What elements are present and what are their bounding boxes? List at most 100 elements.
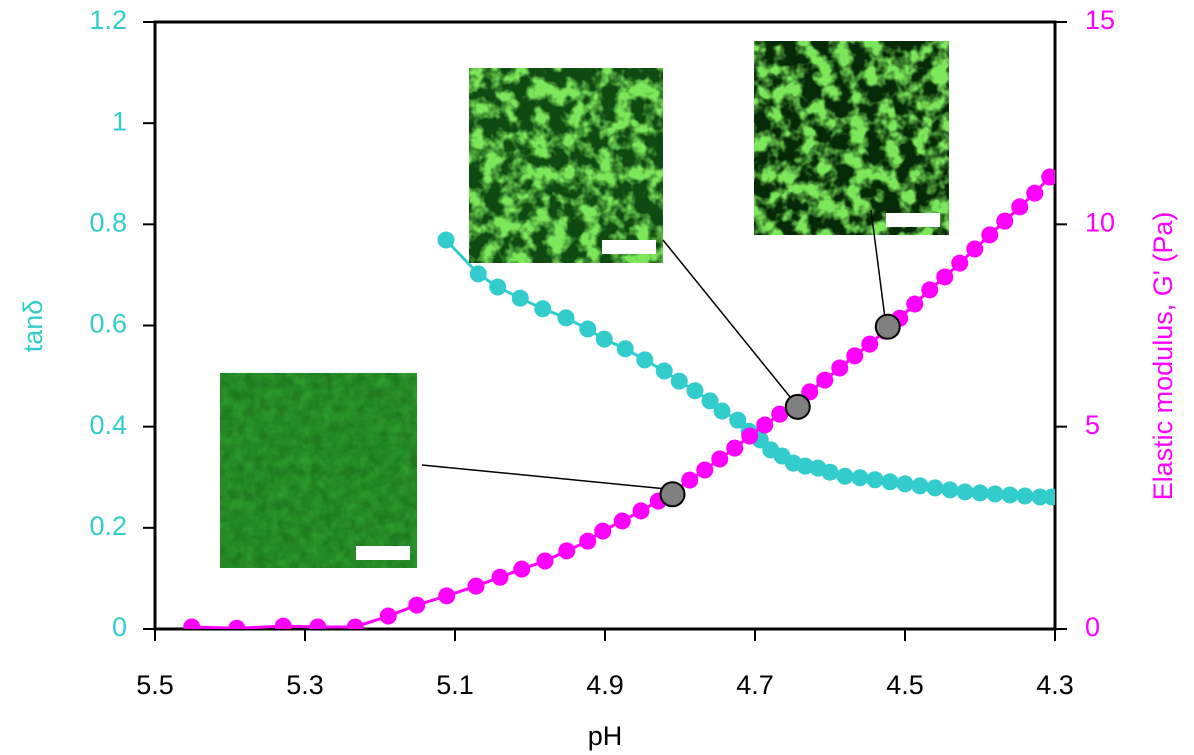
series-point	[594, 522, 612, 540]
connector	[870, 209, 887, 327]
series-point	[1011, 198, 1029, 216]
x-tick-label: 4.3	[1036, 670, 1074, 700]
series-point	[511, 289, 529, 307]
y2-tick-label: 5	[1085, 410, 1100, 440]
series-point	[756, 416, 774, 434]
y-tick-label: 0.4	[89, 410, 127, 440]
scale-bar	[356, 546, 410, 560]
series-point	[558, 542, 576, 560]
x-tick-label: 4.9	[586, 670, 624, 700]
series-point	[616, 340, 634, 358]
series-point	[489, 278, 507, 296]
scale-bar	[602, 240, 656, 254]
series-point	[966, 240, 984, 258]
series-point	[491, 568, 509, 586]
series-point	[1001, 486, 1019, 504]
connector	[421, 464, 678, 491]
series-point	[579, 320, 597, 338]
series-point	[713, 402, 731, 420]
micrograph-texture	[220, 373, 417, 568]
series-point	[228, 619, 246, 629]
series-point	[655, 362, 673, 380]
x-axis-label: pH	[588, 721, 623, 751]
highlight-point	[784, 393, 811, 420]
connector	[662, 239, 800, 409]
y-axis-label: tanδ	[18, 300, 48, 353]
series-point	[711, 450, 729, 468]
y-tick-label: 1.2	[89, 5, 127, 35]
series-point	[1016, 487, 1034, 505]
series-point	[981, 226, 999, 244]
series-point	[941, 481, 959, 499]
series-point	[1043, 488, 1055, 506]
series-point	[513, 560, 531, 578]
series-point	[681, 471, 699, 489]
series-point	[971, 484, 989, 502]
series-point	[346, 618, 364, 629]
series-point	[437, 231, 455, 249]
series-point	[379, 607, 397, 625]
series-point	[686, 382, 704, 400]
series-point	[729, 411, 747, 429]
series-point	[816, 371, 834, 389]
series-point	[438, 587, 456, 605]
series-point	[696, 461, 714, 479]
series-point	[741, 427, 759, 445]
series-point	[536, 552, 554, 570]
inset-images	[220, 41, 949, 568]
series-point	[926, 479, 944, 497]
series-point	[896, 475, 914, 493]
series-point	[595, 330, 613, 348]
series-point	[1031, 488, 1049, 506]
scale-bar	[886, 213, 940, 227]
series-point	[951, 254, 969, 272]
series-point	[921, 281, 939, 299]
x-tick-label: 5.3	[286, 670, 324, 700]
series-point	[670, 372, 688, 390]
series-point	[726, 439, 744, 457]
x-tick-label: 4.7	[736, 670, 774, 700]
series-point	[613, 512, 631, 530]
y-tick-label: 0.8	[89, 207, 127, 237]
y-tick-label: 0	[112, 612, 127, 642]
series-point	[861, 335, 879, 353]
x-tick-label: 5.1	[436, 670, 474, 700]
y-tick-label: 0.2	[89, 511, 127, 541]
series-point	[911, 477, 929, 495]
series-point	[936, 268, 954, 286]
x-tick-label: 4.5	[886, 670, 924, 700]
series-point	[796, 457, 814, 475]
series-point	[701, 392, 719, 410]
series-point	[557, 309, 575, 327]
series-point	[996, 212, 1014, 230]
y2-tick-label: 10	[1085, 207, 1115, 237]
series-point	[274, 617, 292, 629]
series-point	[906, 295, 924, 313]
series-point	[846, 347, 864, 365]
series-point	[801, 383, 819, 401]
y-tick-label: 0.6	[89, 309, 127, 339]
series-point	[881, 473, 899, 491]
series-point	[1026, 184, 1044, 202]
series-point	[1041, 168, 1055, 186]
y2-axis-label: Elastic modulus, G' (Pa)	[1148, 212, 1178, 501]
micrograph-texture	[469, 68, 663, 263]
series-point	[986, 485, 1004, 503]
series-point	[309, 618, 327, 629]
series-point	[956, 483, 974, 501]
series-point	[579, 532, 597, 550]
series-point	[771, 405, 789, 423]
series-point	[469, 265, 487, 283]
micrograph-texture	[754, 41, 949, 235]
highlight-point	[659, 481, 686, 508]
series-point	[534, 300, 552, 318]
series-point	[183, 618, 201, 629]
series-point	[836, 467, 854, 485]
series-point	[866, 471, 884, 489]
series-point	[851, 469, 869, 487]
series-point	[636, 351, 654, 369]
x-tick-label: 5.5	[136, 670, 174, 700]
series-point	[467, 577, 485, 595]
highlight-point	[874, 313, 901, 340]
